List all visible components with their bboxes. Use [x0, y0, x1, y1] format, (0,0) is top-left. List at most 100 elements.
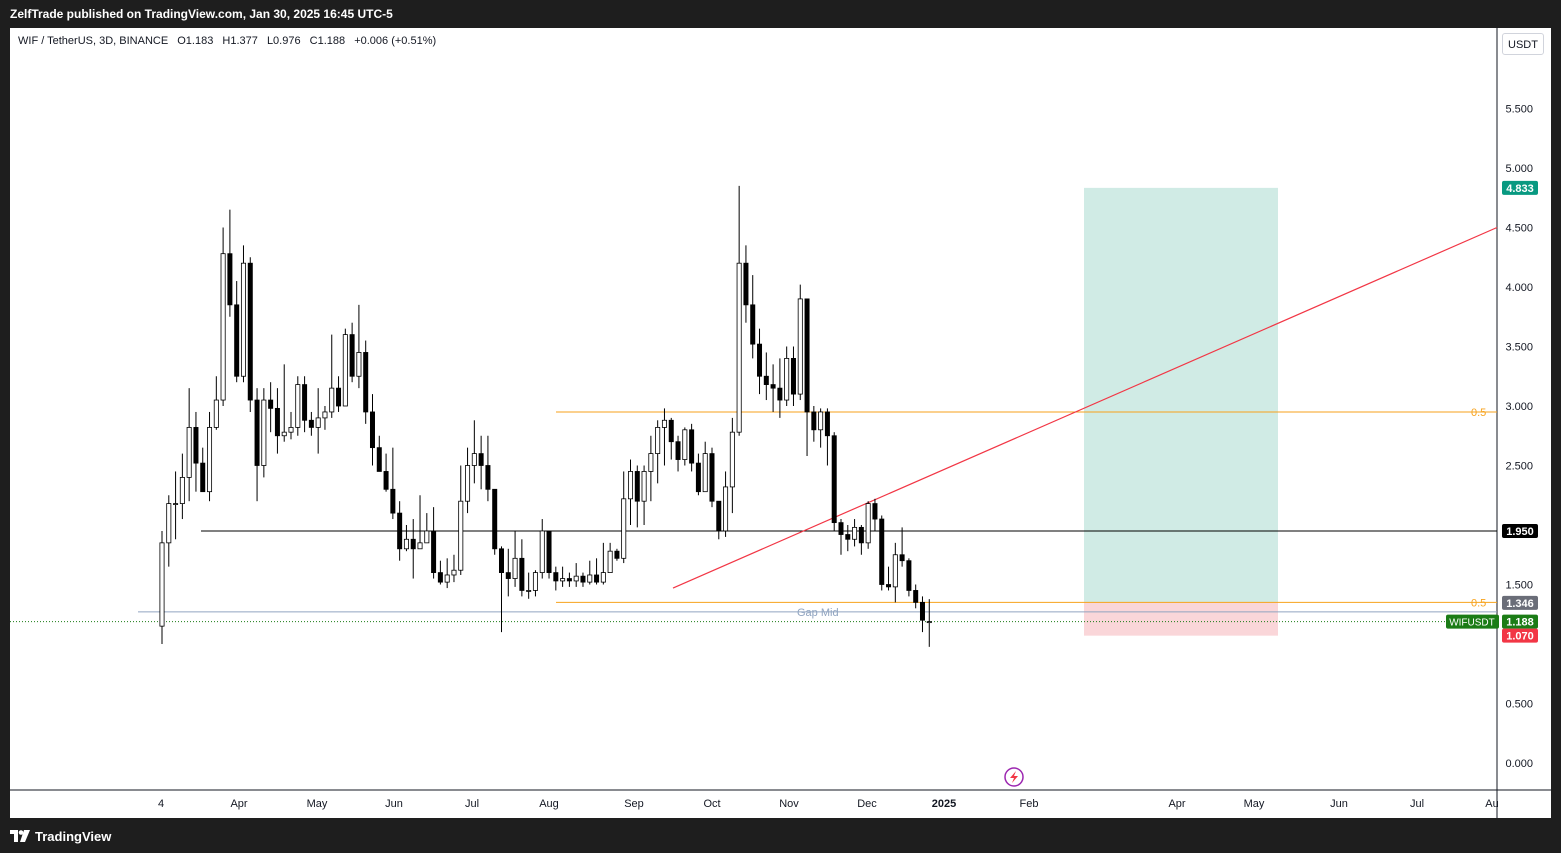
- candle-up: [682, 429, 688, 460]
- candle-down: [410, 538, 416, 550]
- time-tick-label: Nov: [779, 798, 799, 810]
- candle-up: [655, 427, 661, 455]
- candle-down: [498, 548, 504, 573]
- candles-group: [159, 185, 932, 647]
- candle-down: [763, 375, 769, 385]
- price-scale: 5.500 5.000 4.500 4.000 3.500 3.000 2.500 1.500…: [1505, 104, 1533, 771]
- legend-open: O1.183: [177, 35, 214, 47]
- candle-down: [757, 343, 763, 377]
- time-tick-label: Oct: [703, 798, 720, 810]
- event-flash-icon[interactable]: [1004, 767, 1024, 787]
- support-price-badge: [1502, 523, 1538, 538]
- symbol-badge-text: WIFUSDT: [1449, 618, 1495, 629]
- candle-down: [668, 419, 674, 443]
- target-price-text: 4.833: [1506, 183, 1534, 195]
- candle-down: [872, 503, 878, 520]
- candle-up: [600, 572, 606, 583]
- candle-up: [465, 465, 471, 502]
- currency-button[interactable]: USDT: [1502, 33, 1544, 55]
- footer-bar: TradingView: [0, 818, 1561, 853]
- candle-down: [376, 447, 382, 472]
- candle-up: [702, 453, 708, 493]
- candle-up: [784, 357, 790, 401]
- candle-down: [369, 411, 375, 449]
- candle-down: [831, 435, 837, 524]
- legend-high: H1.377: [222, 35, 258, 47]
- price-tick-label: 4.000: [1505, 282, 1533, 294]
- candle-down: [274, 407, 280, 437]
- tradingview-logo[interactable]: TradingView: [10, 828, 111, 844]
- gap-mid-label: Gap Mid: [797, 607, 839, 619]
- candle-down: [227, 253, 233, 306]
- candle-up: [403, 538, 409, 550]
- candle-down: [349, 334, 355, 377]
- candle-down: [811, 411, 817, 431]
- candle-down: [254, 399, 260, 466]
- legend-symbol[interactable]: WIF / TetherUS, 3D, BINANCE: [18, 35, 169, 47]
- target-price-badge: [1502, 180, 1538, 195]
- candle-up: [342, 334, 348, 407]
- candle-down: [505, 572, 511, 579]
- candle-up: [159, 542, 165, 627]
- time-tick-label: Jul: [465, 798, 479, 810]
- chart-area[interactable]: [10, 28, 1551, 818]
- candle-down: [580, 575, 586, 583]
- candle-up: [736, 262, 742, 433]
- price-tick-label: 0.500: [1505, 699, 1533, 711]
- price-tick-label: 3.500: [1505, 342, 1533, 354]
- time-tick-label: Au: [1485, 798, 1498, 810]
- candle-up: [729, 431, 735, 488]
- candle-down: [553, 572, 559, 582]
- time-tick-label: 4: [158, 798, 164, 810]
- candle-down: [383, 471, 389, 490]
- candle-down: [919, 601, 925, 621]
- fib-label-upper: 0.5: [1471, 407, 1486, 419]
- candle-down: [478, 453, 484, 466]
- trendline: [672, 226, 1498, 589]
- current-price-text: 1.188: [1506, 617, 1534, 629]
- tradingview-brand-text: TradingView: [35, 828, 112, 844]
- time-tick-label: Sep: [624, 798, 644, 810]
- candle-up: [865, 503, 871, 544]
- time-tick-label: May: [1244, 798, 1265, 810]
- candle-down: [804, 298, 810, 413]
- price-tick-label: 4.500: [1505, 223, 1533, 235]
- candle-down: [247, 262, 253, 401]
- candle-up: [560, 578, 566, 582]
- candle-up: [532, 572, 538, 591]
- candle-up: [471, 453, 477, 466]
- time-tick-label: May: [307, 798, 328, 810]
- candle-down: [614, 550, 620, 559]
- candle-down: [845, 534, 851, 540]
- candle-up: [661, 419, 667, 428]
- candle-down: [886, 584, 892, 588]
- candle-down: [397, 512, 403, 550]
- candle-down: [906, 560, 912, 591]
- time-tick-label: Feb: [1020, 798, 1039, 810]
- candle-up: [173, 503, 179, 505]
- candle-down: [308, 419, 314, 428]
- candle-down: [363, 352, 369, 413]
- time-tick-label: 2025: [932, 798, 956, 810]
- price-tick-label: 1.500: [1505, 580, 1533, 592]
- support-price-text: 1.950: [1506, 526, 1534, 538]
- candle-up: [179, 476, 185, 504]
- stop-price-text: 1.070: [1506, 631, 1534, 643]
- candle-up: [295, 384, 301, 428]
- entry-price-text: 1.346: [1506, 598, 1534, 610]
- candle-down: [879, 518, 885, 585]
- candle-up: [207, 427, 213, 493]
- candle-down: [234, 304, 240, 377]
- candle-down: [546, 530, 552, 574]
- candle-up: [573, 575, 579, 582]
- legend-change: +0.006 (+0.51%): [354, 35, 437, 47]
- candle-down: [485, 465, 491, 490]
- publisher-header: ZelfTrade published on TradingView.com, …: [10, 7, 393, 21]
- price-tick-label: 0.000: [1505, 758, 1533, 770]
- candle-up: [186, 427, 192, 478]
- candle-up: [451, 569, 457, 576]
- candle-down: [634, 471, 640, 502]
- candle-up: [288, 427, 294, 433]
- legend-close: C1.188: [309, 35, 346, 47]
